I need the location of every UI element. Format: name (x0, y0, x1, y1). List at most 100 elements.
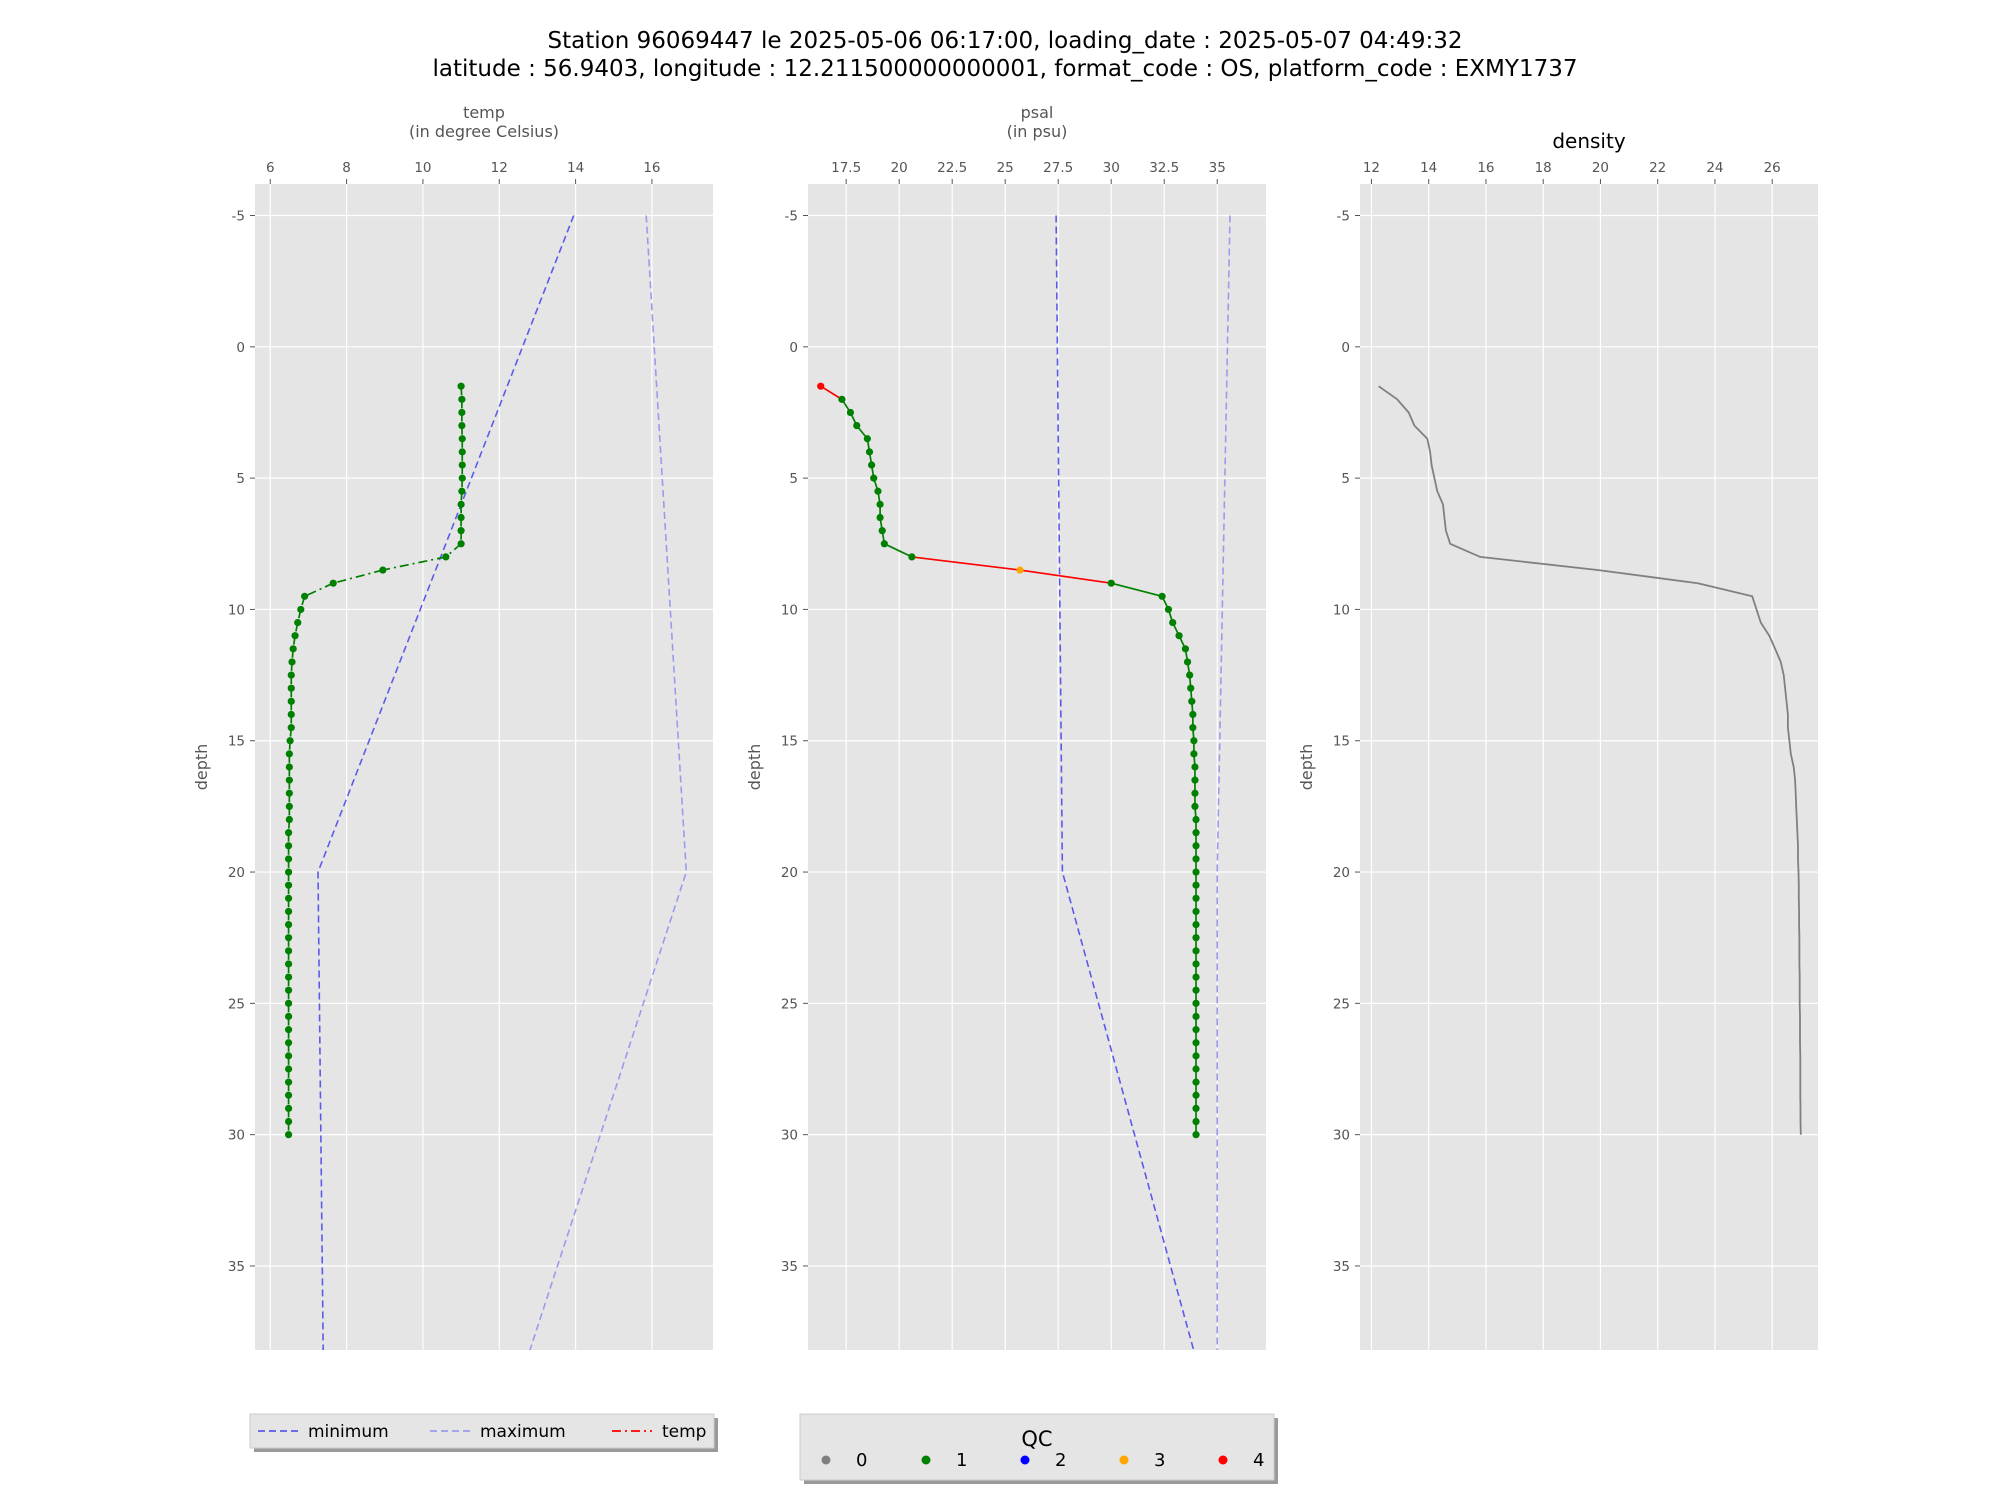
psal-y-tick-label: 0 (789, 340, 798, 356)
density-x-tick-label: 12 (1363, 160, 1380, 176)
psal-data-point (1191, 763, 1199, 771)
temp-x-tick-label: 14 (567, 160, 584, 176)
psal-x-tick-label: 32.5 (1149, 160, 1179, 176)
temp-data-point (287, 684, 295, 692)
temp-y-tick-label: 15 (228, 734, 245, 750)
temp-data-point (285, 789, 293, 797)
temp-data-point (285, 815, 293, 824)
psal-profile-segment (911, 556, 1021, 571)
temp-data-point (286, 737, 294, 745)
psal-data-point (1192, 815, 1200, 824)
qc-legend-marker-2 (1020, 1455, 1030, 1465)
temp-data-point (458, 408, 466, 417)
qc-legend-label-0: 0 (856, 1450, 867, 1471)
psal-data-point (1189, 724, 1197, 732)
temp-y-tick-label: 30 (228, 1128, 245, 1144)
qc-legend-marker-3 (1119, 1455, 1129, 1465)
density-y-tick-label: 15 (1333, 734, 1350, 750)
qc-legend-label-4: 4 (1253, 1450, 1264, 1471)
temp-y-tick-label: 10 (228, 602, 245, 618)
legend-maximum-label: maximum (480, 1422, 566, 1442)
temp-profile-segment (304, 582, 334, 598)
density-y-tick-label: 30 (1333, 1128, 1350, 1144)
density-plot-area (1360, 184, 1818, 1350)
psal-data-point (1192, 842, 1200, 850)
psal-data-point (1192, 894, 1200, 902)
psal-data-point (1187, 684, 1195, 692)
temp-data-point (284, 1091, 293, 1099)
psal-y-axis-label: depth (745, 744, 764, 791)
temp-x-tick-label: 10 (414, 160, 431, 176)
density-x-tick-label: 22 (1649, 160, 1666, 176)
temp-x-tick-label: 12 (491, 160, 508, 176)
temp-data-point (287, 710, 295, 719)
line-legend: minimum maximum temp (249, 1413, 718, 1452)
temp-y-tick-label: 0 (236, 340, 245, 356)
density-y-tick-label: -5 (1337, 209, 1350, 225)
temp-panel: 6 8 10 12 14 16 -5 0 5 10 15 20 25 30 35 depth temp (in d… (192, 103, 713, 1350)
temp-data-point (284, 1078, 293, 1086)
temp-data-point (284, 934, 293, 942)
temp-data-point (284, 960, 293, 968)
temp-data-point (457, 527, 465, 535)
psal-data-point (878, 527, 886, 535)
psal-data-point (876, 500, 884, 508)
density-panel-title: density (1552, 129, 1625, 153)
temp-data-point (284, 1131, 293, 1139)
temp-x-tick-label: 6 (266, 160, 275, 176)
psal-data-point (868, 461, 876, 469)
temp-data-point (442, 553, 450, 561)
qc-legend-marker-0 (821, 1455, 831, 1465)
psal-data-point (1158, 592, 1166, 600)
psal-data-point (1191, 789, 1199, 797)
psal-data-point (1192, 1078, 1200, 1086)
temp-data-point (458, 474, 466, 482)
density-x-tick-label: 16 (1477, 160, 1494, 176)
psal-profile-segment (1019, 569, 1112, 585)
temp-data-point (284, 1026, 293, 1034)
temp-plot-area (255, 184, 713, 1350)
temp-y-tick-label: 5 (236, 471, 245, 487)
temp-data-point (291, 632, 299, 640)
psal-maximum-line (1216, 215, 1231, 1350)
psal-data-point (880, 540, 888, 548)
temp-data-point (284, 1117, 293, 1126)
psal-data-point (870, 474, 878, 482)
psal-data-point (1169, 618, 1177, 627)
psal-data-point (1191, 802, 1199, 810)
temp-data-point (287, 697, 295, 705)
psal-data-point (1192, 1052, 1200, 1060)
temp-data-point (287, 724, 295, 732)
psal-data-point (863, 435, 871, 443)
psal-data-point (1188, 697, 1196, 705)
psal-data-point (1192, 999, 1200, 1007)
psal-data-point (1192, 1104, 1200, 1112)
temp-data-point (284, 999, 293, 1007)
psal-x-tick-label: 30 (1103, 160, 1120, 176)
density-x-tick-label: 18 (1535, 160, 1552, 176)
temp-profile-segment (382, 556, 447, 571)
qc-legend: QC 0 1 2 3 4 (799, 1413, 1278, 1484)
psal-data-point (846, 408, 855, 417)
psal-data-point (1192, 947, 1200, 955)
temp-x-axis-label: temp (in degree Celsius) (409, 103, 559, 141)
psal-data-point (853, 422, 861, 430)
psal-data-point (1164, 605, 1173, 614)
psal-data-point (1190, 737, 1198, 745)
temp-data-point (379, 566, 387, 574)
psal-data-point (1192, 1065, 1200, 1073)
psal-data-point (1192, 1131, 1200, 1139)
temp-profile-segment (333, 569, 384, 584)
temp-data-point (284, 855, 293, 863)
psal-data-point (1192, 868, 1200, 876)
psal-profile-segment (883, 543, 913, 558)
temp-data-point (297, 605, 305, 614)
qc-legend-label-1: 1 (956, 1450, 967, 1471)
temp-y-axis-label: depth (192, 744, 211, 791)
psal-y-tick-label: 20 (781, 865, 798, 881)
temp-y-tick-label: 35 (228, 1259, 245, 1275)
temp-data-point (284, 829, 293, 837)
temp-data-point (458, 487, 466, 495)
qc-legend-marker-4 (1218, 1455, 1228, 1465)
temp-data-point (329, 579, 337, 587)
